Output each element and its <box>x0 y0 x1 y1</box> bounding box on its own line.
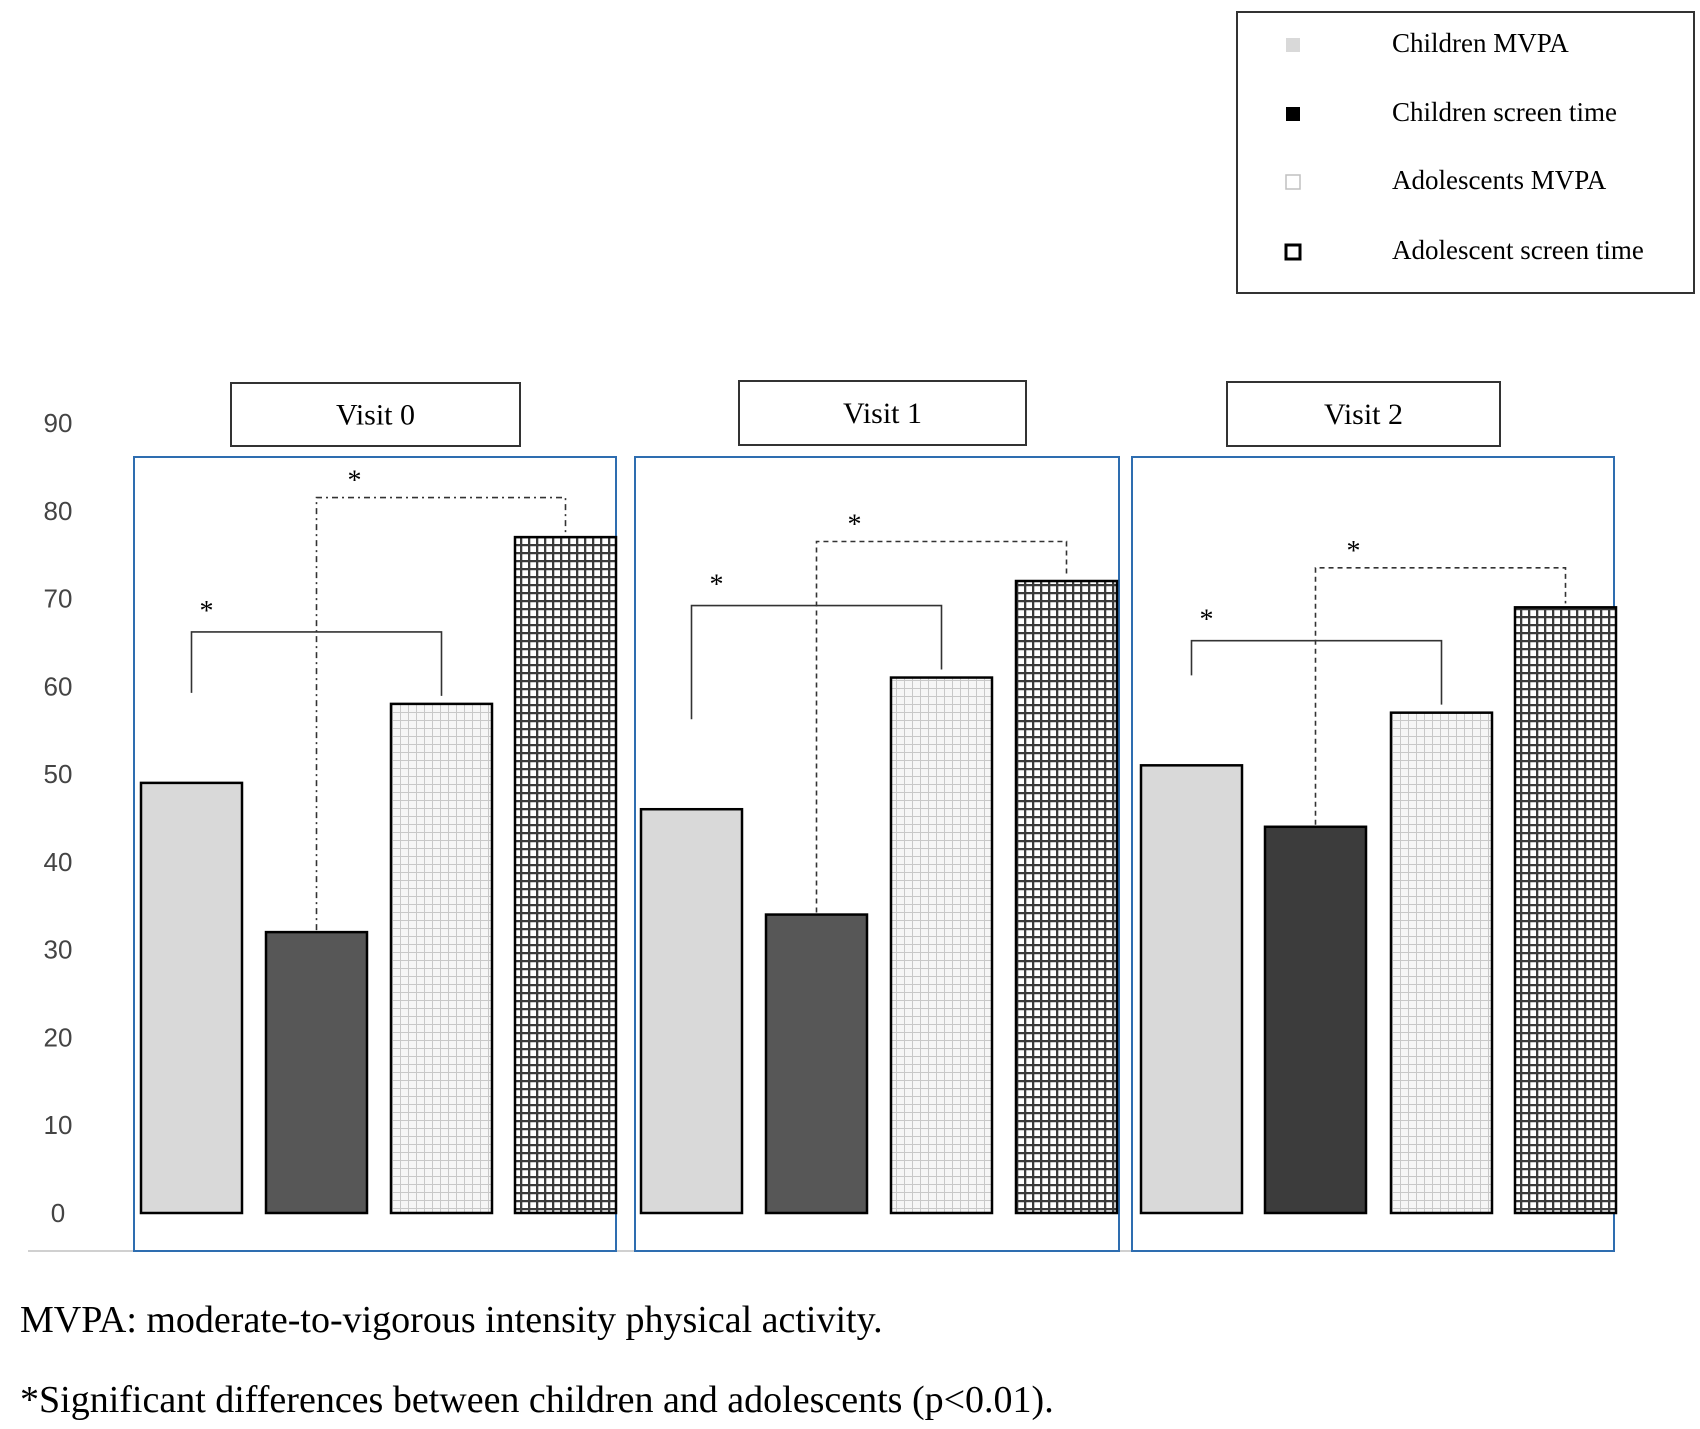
bar-children-mvpa-visit-2 <box>1139 764 1244 1215</box>
legend-label-adolescents-mvpa: Adolescents MVPA <box>1392 165 1607 195</box>
y-tick-label-30: 30 <box>44 935 73 965</box>
significance-star-screen-time-visit-2: * <box>1347 536 1361 567</box>
y-tick-label-40: 40 <box>44 847 73 877</box>
visit-label-2: Visit 2 <box>1324 398 1403 431</box>
legend-box <box>1236 11 1695 294</box>
bar-series <box>139 535 1618 1215</box>
bar-children-screen-time-visit-2 <box>1263 825 1368 1215</box>
significance-brackets: * * * * * * <box>190 466 1567 931</box>
bar-adolescent-screen-time-visit-2 <box>1513 606 1618 1215</box>
visit-label-box-2 <box>1226 381 1501 447</box>
bar-adolescents-mvpa-visit-0 <box>389 702 494 1215</box>
visit-label-box-1 <box>738 380 1027 446</box>
bar-adolescent-screen-time-visit-0 <box>513 535 618 1215</box>
legend: Children MVPA Children screen time Adolesc… <box>1236 11 1695 294</box>
bracket-screen-time-visit-0 <box>315 496 567 931</box>
legend-swatch-adolescent-screen-time <box>1284 243 1302 261</box>
significance-star-mvpa-visit-0: * <box>200 596 214 627</box>
legend-label-adolescent-screen-time: Adolescent screen time <box>1392 235 1644 265</box>
footnote-mvpa-definition: MVPA: moderate-to-vigorous intensity phy… <box>20 1299 883 1341</box>
bar-children-screen-time-visit-1 <box>764 913 869 1215</box>
legend-swatch-children-screen-time <box>1286 107 1300 121</box>
y-tick-label-20: 20 <box>44 1022 73 1052</box>
significance-star-mvpa-visit-1: * <box>710 570 724 601</box>
visit-label-box-0 <box>230 382 521 447</box>
bracket-screen-time-visit-2 <box>1314 567 1567 825</box>
y-tick-label-70: 70 <box>44 584 73 614</box>
y-tick-label-90: 90 <box>44 408 73 438</box>
bar-adolescents-mvpa-visit-2 <box>1389 711 1494 1215</box>
legend-swatch-children-mvpa <box>1286 38 1300 52</box>
bar-adolescents-mvpa-visit-1 <box>889 676 994 1215</box>
significance-star-mvpa-visit-2: * <box>1200 605 1214 636</box>
legend-swatch-adolescents-mvpa <box>1285 174 1301 190</box>
y-tick-label-0: 0 <box>51 1198 65 1228</box>
visit-panel-1 <box>634 456 1120 1252</box>
bracket-screen-time-visit-1 <box>815 540 1068 913</box>
significance-star-screen-time-visit-1: * <box>848 510 862 541</box>
bar-children-mvpa-visit-1 <box>639 807 744 1215</box>
bar-adolescent-screen-time-visit-1 <box>1014 579 1119 1215</box>
visit-label-0: Visit 0 <box>336 399 415 432</box>
y-axis-tick-labels: 0 10 20 30 40 50 60 70 80 90 <box>44 408 73 1228</box>
legend-label-children-screen-time: Children screen time <box>1392 97 1617 127</box>
bar-children-mvpa-visit-0 <box>139 781 244 1215</box>
y-tick-label-60: 60 <box>44 671 73 701</box>
bracket-mvpa-visit-2 <box>1190 639 1443 705</box>
y-tick-label-50: 50 <box>44 759 73 789</box>
y-tick-label-80: 80 <box>44 496 73 526</box>
footnote-significance: *Significant differences between childre… <box>20 1379 1054 1421</box>
legend-label-children-mvpa: Children MVPA <box>1392 28 1569 58</box>
visit-panels: Visit 0 Visit 1 Visit 2 <box>133 380 1615 1252</box>
y-tick-label-10: 10 <box>44 1110 73 1140</box>
significance-star-screen-time-visit-0: * <box>348 466 362 497</box>
bar-children-screen-time-visit-0 <box>264 930 369 1215</box>
visit-label-1: Visit 1 <box>843 397 922 430</box>
